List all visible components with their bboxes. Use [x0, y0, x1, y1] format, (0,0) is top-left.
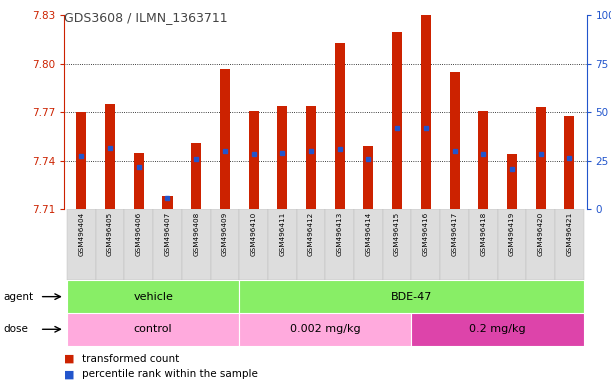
Text: GSM496408: GSM496408 — [193, 212, 199, 256]
Bar — [240, 280, 584, 313]
Bar — [507, 154, 517, 209]
Bar — [555, 209, 584, 280]
Text: GSM496404: GSM496404 — [78, 212, 84, 256]
Bar — [268, 209, 297, 280]
Bar — [478, 111, 488, 209]
Text: GSM496407: GSM496407 — [164, 212, 170, 256]
Text: control: control — [134, 324, 172, 334]
Text: GSM496414: GSM496414 — [365, 212, 371, 256]
Bar — [277, 106, 287, 209]
Bar — [67, 280, 240, 313]
Text: vehicle: vehicle — [133, 291, 173, 302]
Text: GSM496417: GSM496417 — [452, 212, 458, 256]
Bar — [440, 209, 469, 280]
Bar — [182, 209, 211, 280]
Bar — [240, 313, 411, 346]
Bar — [76, 112, 86, 209]
Bar — [565, 116, 574, 209]
Text: BDE-47: BDE-47 — [391, 291, 432, 302]
Bar — [411, 313, 584, 346]
Text: GSM496410: GSM496410 — [251, 212, 257, 256]
Bar — [220, 69, 230, 209]
Bar — [536, 108, 546, 209]
Bar — [450, 72, 459, 209]
Text: agent: agent — [3, 291, 33, 302]
Bar — [497, 209, 526, 280]
Text: GSM496416: GSM496416 — [423, 212, 429, 256]
Bar — [354, 209, 382, 280]
Bar — [211, 209, 240, 280]
Text: GSM496409: GSM496409 — [222, 212, 228, 256]
Text: dose: dose — [3, 324, 28, 334]
Bar — [421, 12, 431, 209]
Bar — [96, 209, 125, 280]
Text: transformed count: transformed count — [82, 354, 180, 364]
Bar — [153, 209, 182, 280]
Bar — [105, 104, 115, 209]
Bar — [306, 106, 316, 209]
Text: GSM496420: GSM496420 — [538, 212, 544, 256]
Text: GSM496405: GSM496405 — [107, 212, 113, 256]
Bar — [191, 143, 201, 209]
Text: 0.002 mg/kg: 0.002 mg/kg — [290, 324, 360, 334]
Bar — [364, 146, 373, 209]
Text: ■: ■ — [64, 354, 75, 364]
Text: GSM496411: GSM496411 — [279, 212, 285, 256]
Text: GSM496413: GSM496413 — [337, 212, 343, 256]
Text: GSM496406: GSM496406 — [136, 212, 142, 256]
Bar — [134, 153, 144, 209]
Bar — [67, 209, 96, 280]
Bar — [382, 209, 411, 280]
Bar — [335, 43, 345, 209]
Bar — [526, 209, 555, 280]
Bar — [392, 31, 402, 209]
Bar — [469, 209, 497, 280]
Bar — [297, 209, 325, 280]
Bar — [67, 313, 240, 346]
Text: GSM496418: GSM496418 — [480, 212, 486, 256]
Text: ■: ■ — [64, 369, 75, 379]
Text: GSM496419: GSM496419 — [509, 212, 515, 256]
Text: GSM496421: GSM496421 — [566, 212, 573, 256]
Bar — [163, 196, 172, 209]
Text: GDS3608 / ILMN_1363711: GDS3608 / ILMN_1363711 — [64, 12, 228, 25]
Text: 0.2 mg/kg: 0.2 mg/kg — [469, 324, 526, 334]
Text: GSM496415: GSM496415 — [394, 212, 400, 256]
Bar — [125, 209, 153, 280]
Text: GSM496412: GSM496412 — [308, 212, 314, 256]
Bar — [325, 209, 354, 280]
Bar — [249, 111, 258, 209]
Bar — [411, 209, 440, 280]
Bar — [240, 209, 268, 280]
Text: percentile rank within the sample: percentile rank within the sample — [82, 369, 258, 379]
